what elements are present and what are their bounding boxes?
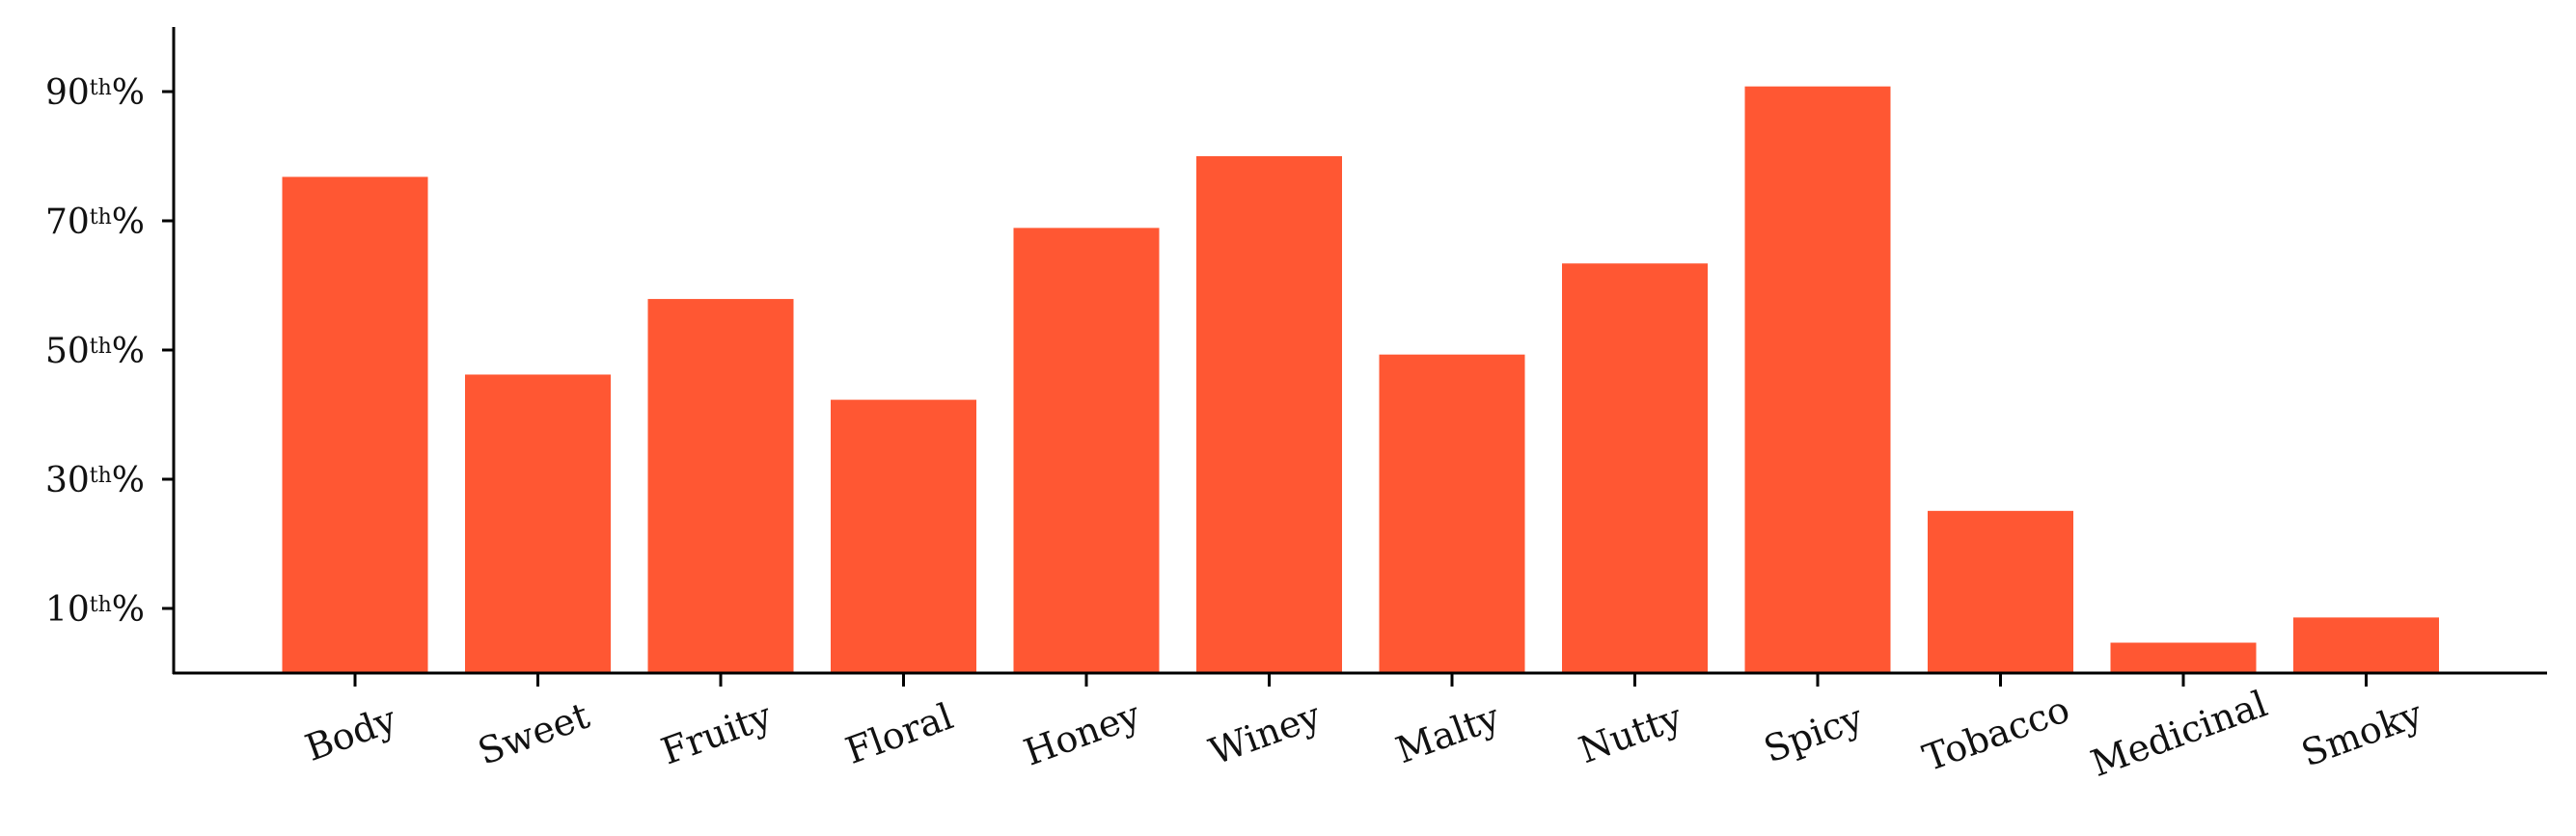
y-tick-superscript: th (90, 593, 112, 617)
y-tick-suffix: % (112, 202, 145, 242)
y-tick-number: 90 (45, 73, 90, 113)
bar-malty (1379, 354, 1525, 673)
y-tick-number: 30 (45, 461, 90, 500)
bar-fruity (647, 299, 794, 673)
x-tick-label-fruity: Fruity (656, 694, 778, 773)
bar-floral (831, 399, 976, 673)
y-tick-number: 50 (45, 332, 90, 371)
y-tick-suffix: % (112, 461, 145, 500)
x-tick-label-body: Body (300, 697, 402, 769)
y-tick-label: 70th% (45, 202, 145, 242)
x-tick-label-smoky: Smoky (2296, 692, 2428, 775)
y-tick-suffix: % (112, 332, 145, 371)
bar-honey (1013, 228, 1160, 673)
y-tick-label: 90th% (45, 73, 145, 113)
y-tick-label: 50th% (45, 332, 145, 371)
bar-sweet (465, 374, 611, 673)
x-tick-label-spicy: Spicy (1759, 696, 1869, 771)
y-tick-superscript: th (90, 76, 112, 100)
x-tick-label-malty: Malty (1390, 695, 1505, 771)
bar-winey (1196, 156, 1342, 673)
y-tick-number: 10 (45, 590, 90, 630)
x-tick-label-tobacco: Tobacco (1917, 688, 2074, 779)
y-tick-label: 30th% (45, 461, 145, 500)
x-axis: Body Sweet Fruity Floral Honey Winey Malty Nutt… (173, 671, 2547, 786)
bars-group (282, 86, 2439, 673)
y-tick-superscript: th (90, 335, 112, 359)
y-axis: 10th%30th%50th%70th%90th% (45, 27, 176, 674)
bar-tobacco (1928, 510, 2073, 673)
y-tick-suffix: % (112, 73, 145, 113)
bar-body (282, 176, 428, 673)
bar-smoky (2293, 617, 2439, 673)
y-tick-number: 70 (45, 202, 90, 242)
bar-spicy (1744, 86, 1891, 673)
bar-nutty (1562, 263, 1708, 673)
y-tick-superscript: th (90, 464, 112, 488)
bar-medicinal (2110, 642, 2257, 673)
y-tick-superscript: th (90, 205, 112, 229)
y-tick-suffix: % (112, 590, 145, 630)
x-tick-label-medicinal: Medicinal (2085, 683, 2272, 786)
x-tick-label-winey: Winey (1204, 694, 1327, 773)
x-tick-label-floral: Floral (840, 695, 959, 772)
x-tick-label-nutty: Nutty (1574, 695, 1688, 771)
x-tick-label-sweet: Sweet (473, 694, 595, 773)
x-tick-label-honey: Honey (1019, 693, 1146, 774)
y-tick-label: 10th% (45, 590, 145, 630)
